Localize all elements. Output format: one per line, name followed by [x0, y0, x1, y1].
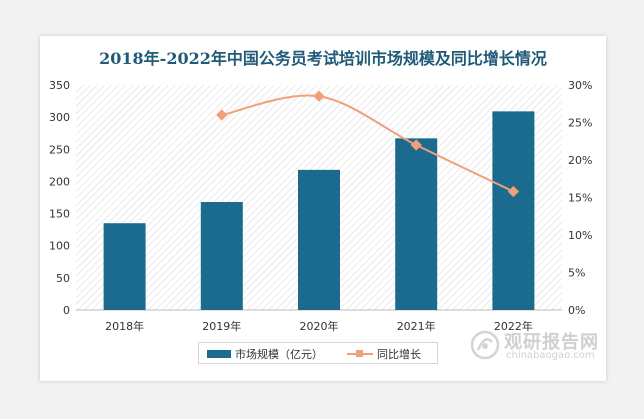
x-tick-label: 2019年: [202, 319, 241, 333]
x-tick-label: 2018年: [105, 319, 144, 333]
y-right-tick-label: 5%: [568, 267, 585, 280]
legend-swatch-line: [347, 348, 373, 360]
x-tick-label: 2021年: [397, 319, 436, 333]
y-left-tick-label: 100: [49, 240, 70, 253]
y-right-tick-label: 0%: [568, 304, 585, 317]
watermark-name: 观研报告网: [504, 332, 599, 353]
chart-card: 2018年-2022年中国公务员考试培训市场规模及同比增长情况 0 50 100 15…: [40, 36, 606, 381]
y-right-tick-label: 25%: [568, 117, 592, 130]
watermark-logo-icon: [470, 330, 500, 360]
y-left-tick-label: 150: [49, 208, 70, 221]
legend-label-yoy: 同比增长: [377, 348, 421, 361]
y-left-tick-label: 250: [49, 143, 70, 156]
legend-swatch-bar: [207, 350, 231, 358]
legend-item-yoy: 同比增长: [347, 346, 421, 362]
bar-2021年: [395, 138, 438, 310]
y-right-tick-label: 15%: [568, 192, 592, 205]
legend-label-market-size: 市场规模（亿元）: [235, 348, 323, 361]
yoy-point-2022年: [507, 185, 520, 198]
watermark: 观研报告网 chinabaogao.com: [470, 328, 600, 368]
y-left-tick-label: 50: [56, 272, 70, 285]
y-right-tick-label: 20%: [568, 154, 592, 167]
chart-title: 2018年-2022年中国公务员考试培训市场规模及同比增长情况: [99, 49, 547, 68]
watermark-url: chinabaogao.com: [506, 350, 595, 361]
bar-2018年: [103, 223, 146, 310]
y-left-tick-label: 300: [49, 111, 70, 124]
legend-item-market-size: 市场规模（亿元）: [207, 346, 323, 362]
bar-2020年: [298, 169, 340, 310]
y-left-tick-label: 0: [63, 304, 70, 317]
y-right-tick-label: 30%: [568, 79, 592, 92]
y-right-tick-label: 10%: [568, 229, 592, 242]
bar-2022年: [492, 111, 535, 310]
x-tick-label: 2020年: [300, 319, 339, 333]
legend: 市场规模（亿元） 同比增长: [198, 342, 438, 364]
bar-2019年: [200, 202, 243, 310]
chart-svg: 0 50 100 150 200 250 300 350 0% 5% 10% 15% 20% 25% 30%…: [49, 79, 592, 333]
y-left-tick-label: 350: [49, 79, 70, 92]
x-tick-label: 2022年: [494, 319, 533, 333]
y-left-tick-label: 200: [49, 175, 70, 188]
yoy-growth-line: [221, 94, 514, 193]
